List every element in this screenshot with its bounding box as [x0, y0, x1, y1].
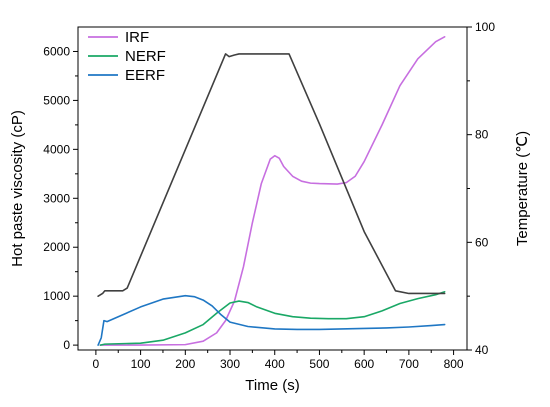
y-left-tick-label: 1000: [43, 289, 70, 303]
legend-label-nerf: NERF: [125, 48, 166, 65]
y-right-tick-label: 60: [475, 235, 489, 249]
y-left-axis-title: Hot paste viscosity (cP): [9, 110, 26, 267]
y-right-tick-label: 40: [475, 343, 489, 357]
x-tick-label: 0: [93, 357, 100, 371]
x-tick-label: 200: [175, 357, 195, 371]
legend-label-irf: IRF: [125, 29, 149, 46]
x-tick-label: 400: [265, 357, 285, 371]
x-tick-label: 800: [444, 357, 464, 371]
x-tick-label: 300: [220, 357, 240, 371]
y-left-tick-label: 5000: [43, 93, 70, 107]
y-left-tick-label: 3000: [43, 191, 70, 205]
series-line-temperature: [97, 53, 446, 297]
y-right-axis-title: Temperature (℃): [514, 131, 531, 246]
x-axis-title: Time (s): [245, 377, 299, 394]
y-left-tick-label: 6000: [43, 44, 70, 58]
series-line-nerf: [99, 290, 446, 346]
legend-label-eerf: EERF: [125, 67, 165, 84]
y-left-tick-label: 2000: [43, 240, 70, 254]
x-tick-label: 700: [399, 357, 419, 371]
y-right-tick-label: 80: [475, 128, 489, 142]
x-tick-label: 600: [354, 357, 374, 371]
y-left-tick-label: 4000: [43, 142, 70, 156]
series-line-irf: [99, 35, 446, 346]
x-tick-label: 500: [309, 357, 329, 371]
y-right-tick-label: 100: [475, 20, 495, 34]
y-left-tick-label: 0: [63, 338, 70, 352]
x-tick-label: 100: [131, 357, 151, 371]
series-line-eerf: [97, 294, 446, 346]
